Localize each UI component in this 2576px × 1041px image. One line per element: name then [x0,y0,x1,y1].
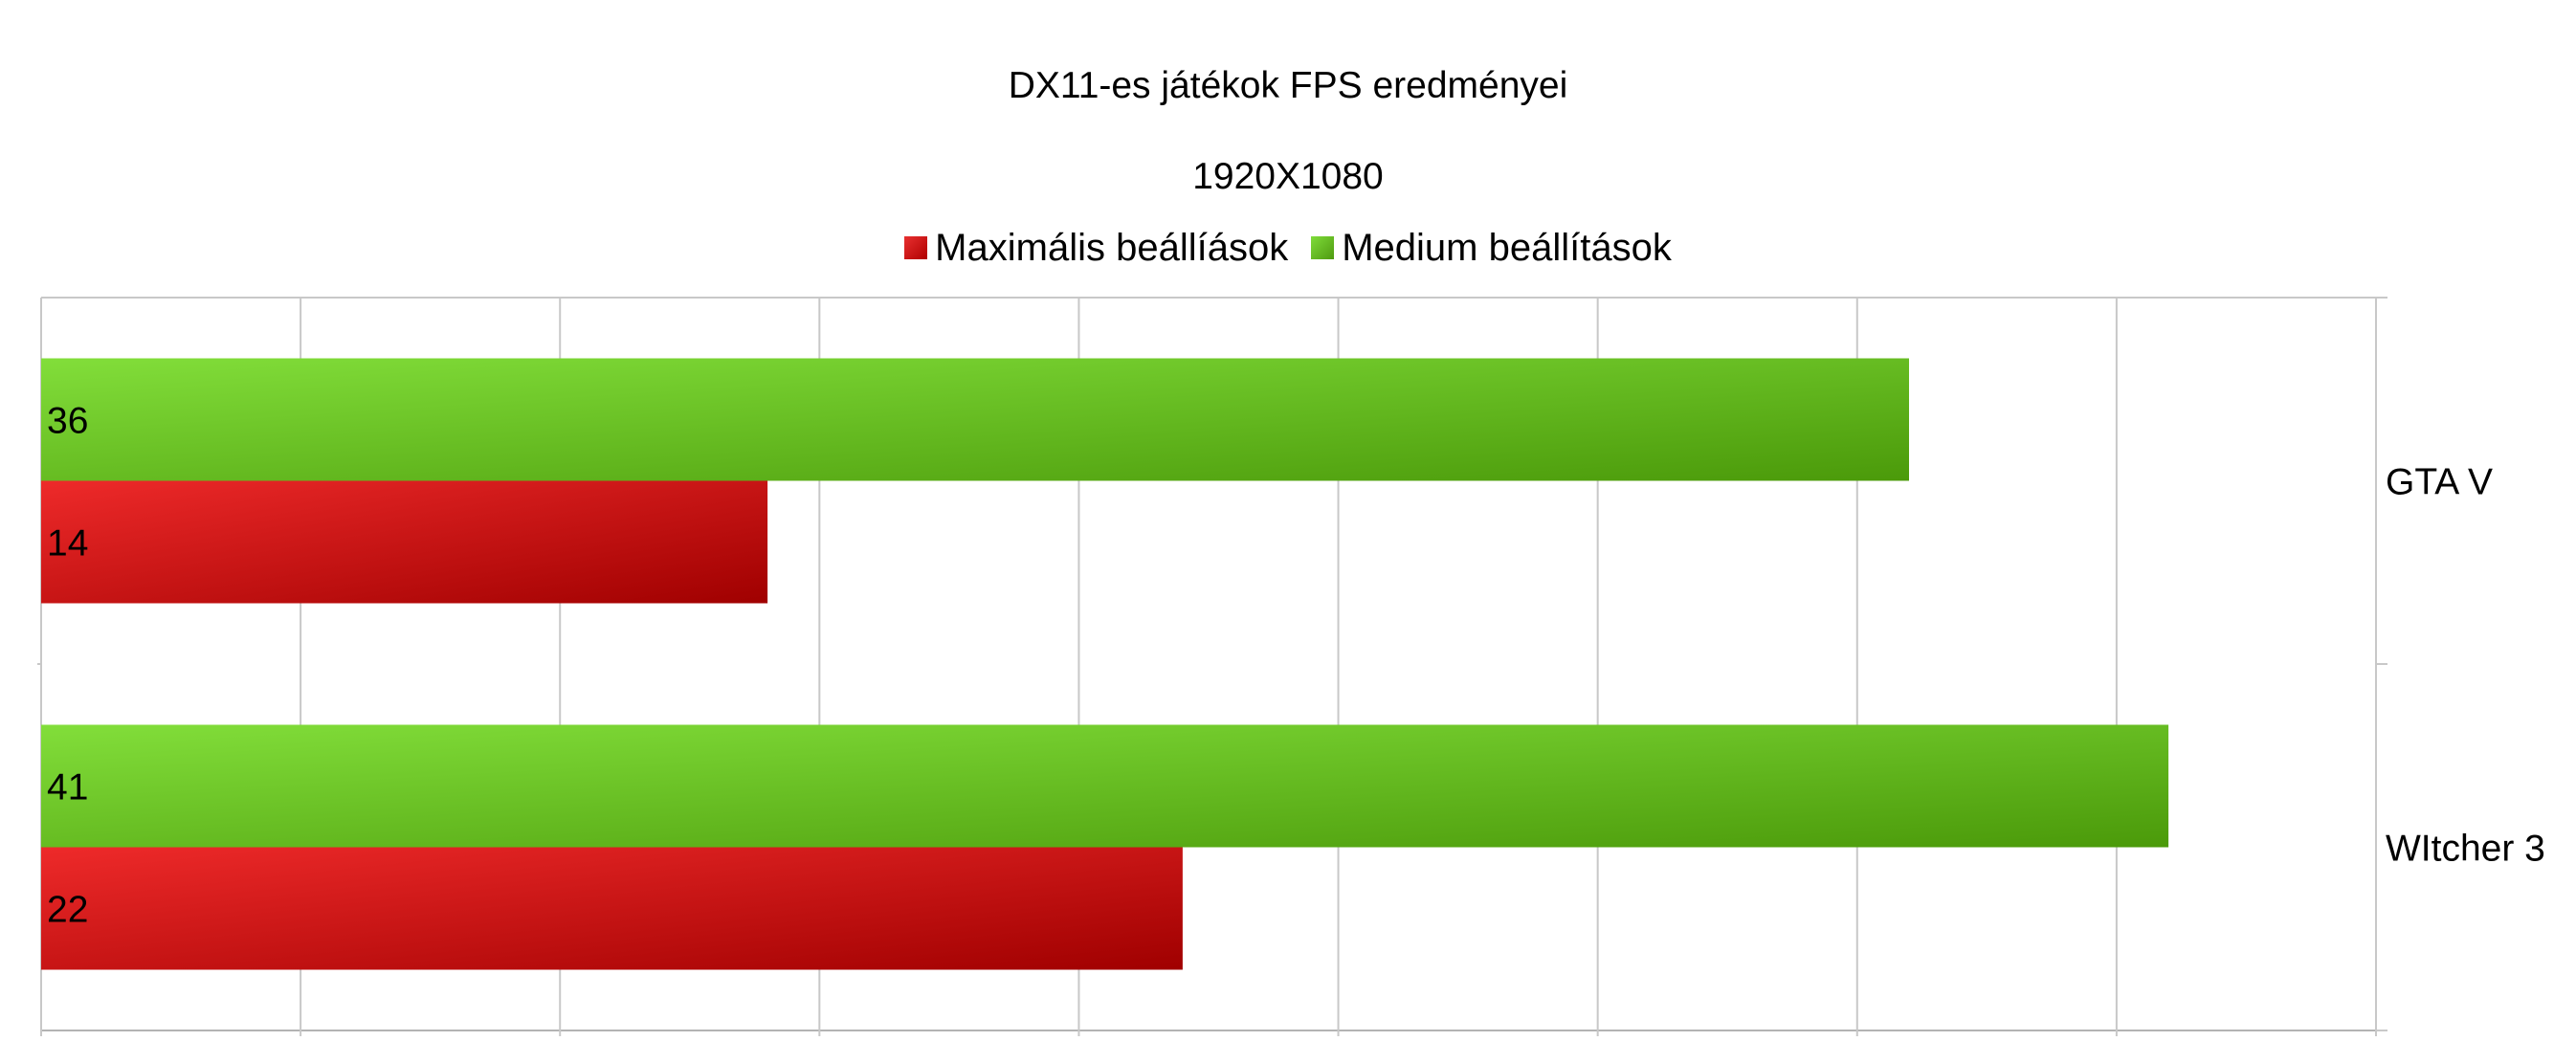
chart-title: DX11-es játékok FPS eredményei [1008,65,1568,106]
bar-medium [41,724,2169,848]
legend-swatch-medium [1311,236,1335,259]
legend-item-max: Maximális beállíások [904,225,1288,271]
category-label: WItcher 3 [2386,829,2545,870]
legend-item-medium: Medium beállítások [1311,225,1672,271]
bar-value-label: 36 [47,401,88,442]
chart-subtitle: 1920X1080 [1192,156,1384,197]
bar-medium [41,358,1909,481]
chart-legend: Maximális beállíások Medium beállítások [0,225,2576,271]
legend-label-medium: Medium beállítások [1342,227,1672,269]
bar-max [41,480,768,604]
bar-value-label: 14 [47,523,88,565]
bar-max [41,847,1183,970]
category-label: GTA V [2386,462,2493,503]
legend-swatch-max [904,236,928,259]
bar-value-label: 41 [47,767,88,808]
bar-value-label: 22 [47,890,88,931]
legend-label-max: Maximális beállíások [935,227,1289,269]
